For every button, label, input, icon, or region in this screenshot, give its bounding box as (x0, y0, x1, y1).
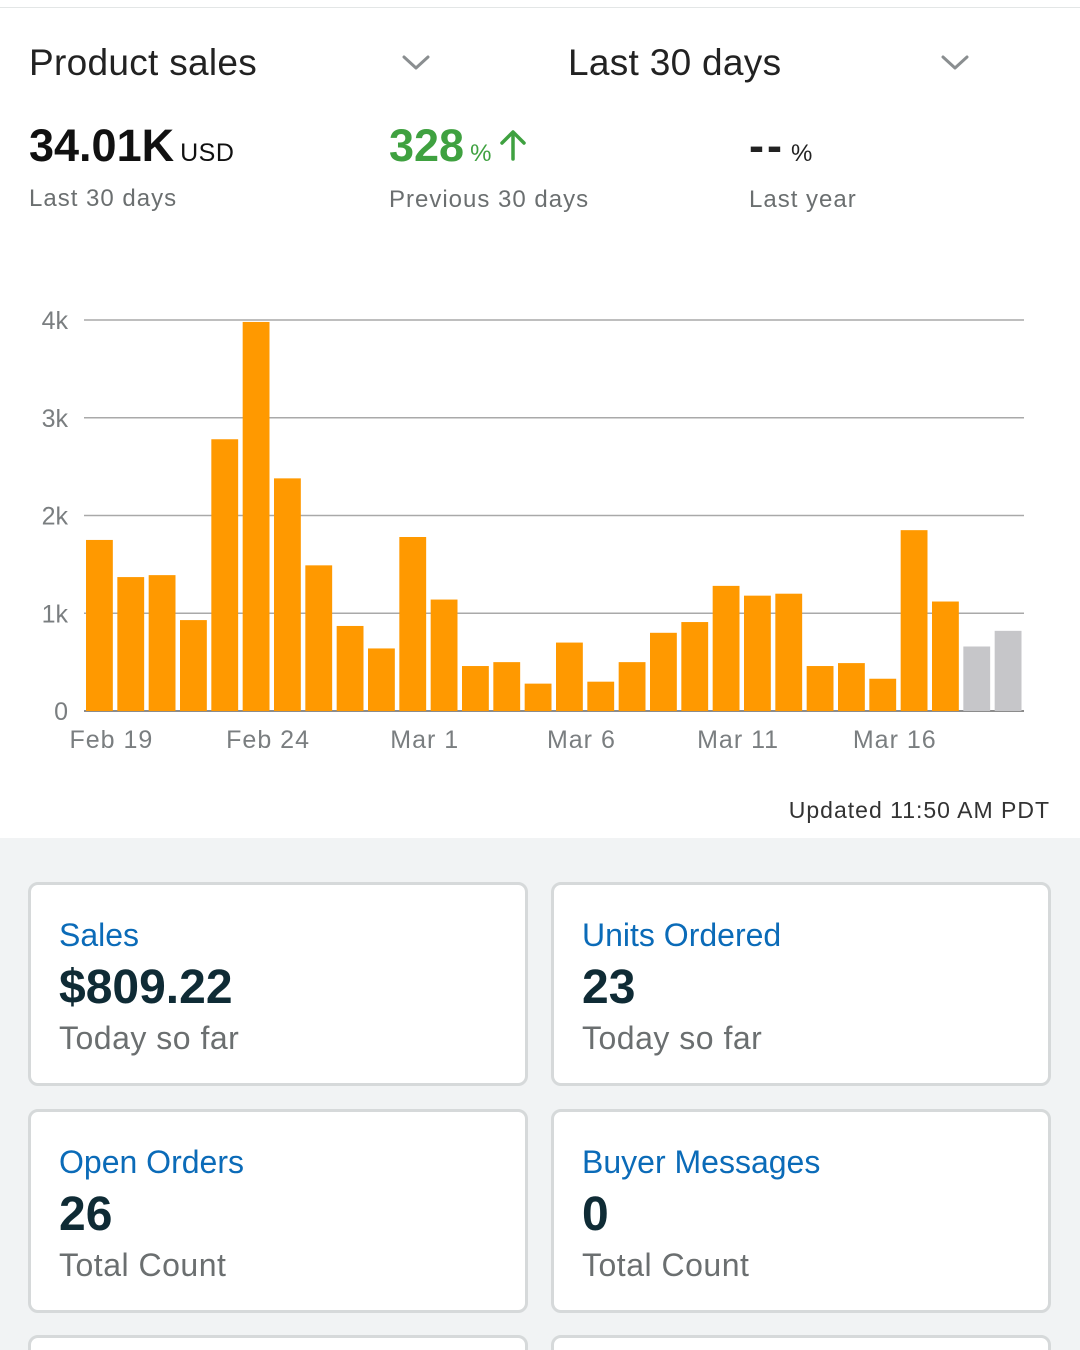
card-value: $809.22 (59, 961, 233, 1014)
chart-bar[interactable] (587, 681, 615, 711)
card-title: Units Ordered (582, 917, 782, 953)
stat-value-row: 328% (389, 122, 589, 178)
next-card-left[interactable] (28, 1335, 528, 1350)
chart-bar[interactable] (556, 642, 583, 711)
metric-dropdown-label: Product sales (29, 42, 258, 83)
chart-bar[interactable] (963, 646, 991, 711)
chart-bar[interactable] (932, 601, 959, 711)
stat-unit: % (470, 140, 492, 167)
y-tick-label: 3k (42, 405, 69, 433)
top-divider (0, 7, 1080, 8)
chart-bar[interactable] (430, 599, 458, 711)
card-title: Open Orders (59, 1144, 244, 1180)
arrow-up-icon (500, 130, 526, 161)
card-subtitle: Today so far (59, 1020, 240, 1056)
chart-bar[interactable] (336, 625, 364, 711)
chart-bar[interactable] (399, 537, 427, 711)
card-subtitle: Total Count (582, 1247, 750, 1283)
y-tick-label: 1k (42, 600, 69, 628)
chart-bar[interactable] (117, 577, 145, 711)
x-tick-label: Feb 24 (226, 726, 310, 754)
chevron-down-icon (402, 55, 430, 70)
x-tick-label: Feb 19 (69, 726, 153, 754)
stat-value: 34.01K (29, 120, 175, 171)
y-tick-label: 0 (54, 698, 68, 726)
units-ordered-card[interactable]: Units Ordered 23 Today so far (551, 882, 1051, 1086)
sales-card[interactable]: Sales $809.22 Today so far (28, 882, 528, 1086)
chart-bar[interactable] (618, 662, 646, 712)
chart-bar[interactable] (838, 663, 865, 711)
chart-bar[interactable] (806, 666, 834, 711)
chart-bar[interactable] (900, 530, 928, 711)
stat-value-row: --% (749, 122, 857, 178)
chart-bar[interactable] (524, 683, 552, 711)
card-subtitle: Total Count (59, 1247, 227, 1283)
sales-bar-chart[interactable]: 0 1k 2k 3k 4k Feb 19 Feb 24 Mar 1 Mar 6 Mar 11 Mar… (0, 290, 1080, 770)
buyer-messages-card[interactable]: Buyer Messages 0 Total Count (551, 1109, 1051, 1313)
x-tick-label: Mar 16 (853, 726, 937, 754)
next-card-right[interactable] (551, 1335, 1051, 1350)
chart-bar[interactable] (775, 593, 803, 711)
chart-bar[interactable] (650, 632, 677, 711)
chart-bar[interactable] (712, 585, 740, 711)
chart-bar[interactable] (148, 575, 176, 711)
chart-bar[interactable] (180, 620, 207, 711)
x-tick-label: Mar 1 (390, 726, 459, 754)
stat-value-row: 34.01K USD (29, 122, 234, 177)
metric-dropdown[interactable]: Product sales (29, 38, 449, 94)
chart-bar[interactable] (242, 321, 270, 711)
chart-bar[interactable] (744, 595, 771, 711)
stat-unit: USD (180, 139, 235, 167)
stat-previous-change: 328% Previous 30 days (389, 122, 589, 214)
chart-bar[interactable] (86, 539, 113, 711)
chart-bar[interactable] (462, 666, 489, 711)
stat-last-year-change: --% Last year (749, 122, 857, 214)
chart-bar[interactable] (368, 648, 395, 711)
card-subtitle: Today so far (582, 1020, 763, 1056)
stat-current-total: 34.01K USD Last 30 days (29, 122, 234, 213)
x-tick-label: Mar 11 (697, 726, 779, 754)
card-value: 0 (582, 1188, 609, 1241)
y-tick-label: 4k (42, 307, 69, 335)
stat-label: Last year (749, 186, 857, 213)
chart-bar[interactable] (211, 439, 239, 711)
x-tick-label: Mar 6 (547, 726, 616, 754)
chart-bar[interactable] (493, 662, 521, 712)
card-title: Sales (59, 917, 140, 953)
chart-bar[interactable] (274, 478, 301, 711)
stat-label: Last 30 days (29, 185, 178, 212)
updated-timestamp: Updated 11:50 AM PDT (788, 797, 1050, 823)
chart-bar[interactable] (994, 630, 1022, 711)
stat-value: -- (749, 120, 785, 171)
chart-bar[interactable] (681, 622, 709, 711)
open-orders-card[interactable]: Open Orders 26 Total Count (28, 1109, 528, 1313)
stat-value: 328 (389, 120, 465, 171)
card-value: 26 (59, 1188, 113, 1241)
stat-unit: % (790, 140, 813, 167)
stat-label: Previous 30 days (389, 186, 590, 213)
chart-bar[interactable] (305, 565, 333, 711)
chevron-down-icon (941, 55, 969, 70)
card-title: Buyer Messages (582, 1144, 821, 1180)
sales-panel: Product sales Last 30 days 34.01K USD Las… (0, 0, 1080, 838)
date-range-dropdown-label: Last 30 days (568, 42, 782, 83)
chart-bar[interactable] (869, 678, 897, 711)
card-value: 23 (582, 961, 636, 1014)
y-tick-label: 2k (42, 503, 69, 531)
date-range-dropdown[interactable]: Last 30 days (568, 38, 988, 94)
